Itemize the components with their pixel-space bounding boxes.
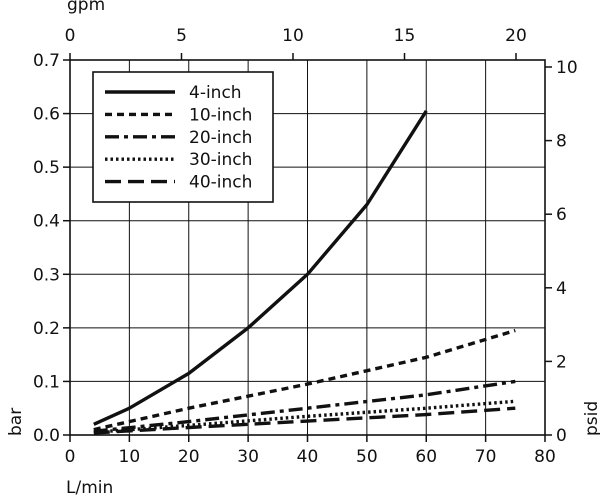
legend-label: 40-inch (189, 173, 252, 193)
bottom-tick-label: 60 (415, 447, 437, 467)
legend-label: 20-inch (189, 128, 252, 148)
top-tick-label: 20 (505, 26, 527, 46)
series-line-20-inch (93, 379, 516, 433)
top-tick-label: 10 (282, 26, 304, 46)
right-tick-label: 8 (556, 132, 567, 152)
top-axis-title: gpm (67, 0, 105, 15)
left-tick-label: 0.2 (33, 319, 60, 339)
left-tick-label: 0.6 (33, 105, 60, 125)
right-axis-title: psid (582, 401, 600, 436)
series-line-10-inch (93, 328, 516, 432)
legend-label: 30-inch (189, 150, 252, 170)
bottom-tick-label: 10 (119, 447, 141, 467)
bottom-tick-label: 30 (237, 447, 259, 467)
bottom-tick-label: 40 (297, 447, 319, 467)
left-tick-label: 0.0 (33, 426, 60, 446)
series-line-4-inch (93, 109, 428, 426)
series-lines (93, 109, 516, 435)
left-tick-label: 0.3 (33, 265, 60, 285)
bottom-axis-title: L/min (66, 478, 113, 498)
left-tick-label: 0.5 (33, 158, 60, 178)
bottom-tick-label: 0 (65, 447, 76, 467)
left-tick-label: 0.4 (33, 212, 60, 232)
right-tick-label: 0 (556, 426, 567, 446)
legend-label: 4-inch (189, 83, 242, 103)
series-line-40-inch (93, 406, 516, 435)
bottom-tick-label: 80 (534, 447, 556, 467)
left-tick-label: 0.1 (33, 372, 60, 392)
right-tick-label: 2 (556, 352, 567, 372)
top-tick-label: 15 (394, 26, 416, 46)
axis-ticks: 0 10 20 30 40 50 60 70 800.00.10.20.30.40.50.60.… (33, 26, 578, 467)
left-tick-label: 0.7 (33, 51, 60, 71)
top-tick-label: 5 (176, 26, 187, 46)
series-line-30-inch (93, 399, 516, 434)
right-tick-label: 6 (556, 205, 567, 225)
right-tick-label: 4 (556, 279, 567, 299)
top-tick-label: 0 (65, 26, 76, 46)
legend-label: 10-inch (189, 105, 252, 125)
bottom-tick-label: 20 (178, 447, 200, 467)
bottom-tick-label: 50 (356, 447, 378, 467)
left-axis-title: bar (6, 408, 26, 436)
bottom-tick-label: 70 (475, 447, 497, 467)
right-tick-label: 10 (556, 58, 578, 78)
